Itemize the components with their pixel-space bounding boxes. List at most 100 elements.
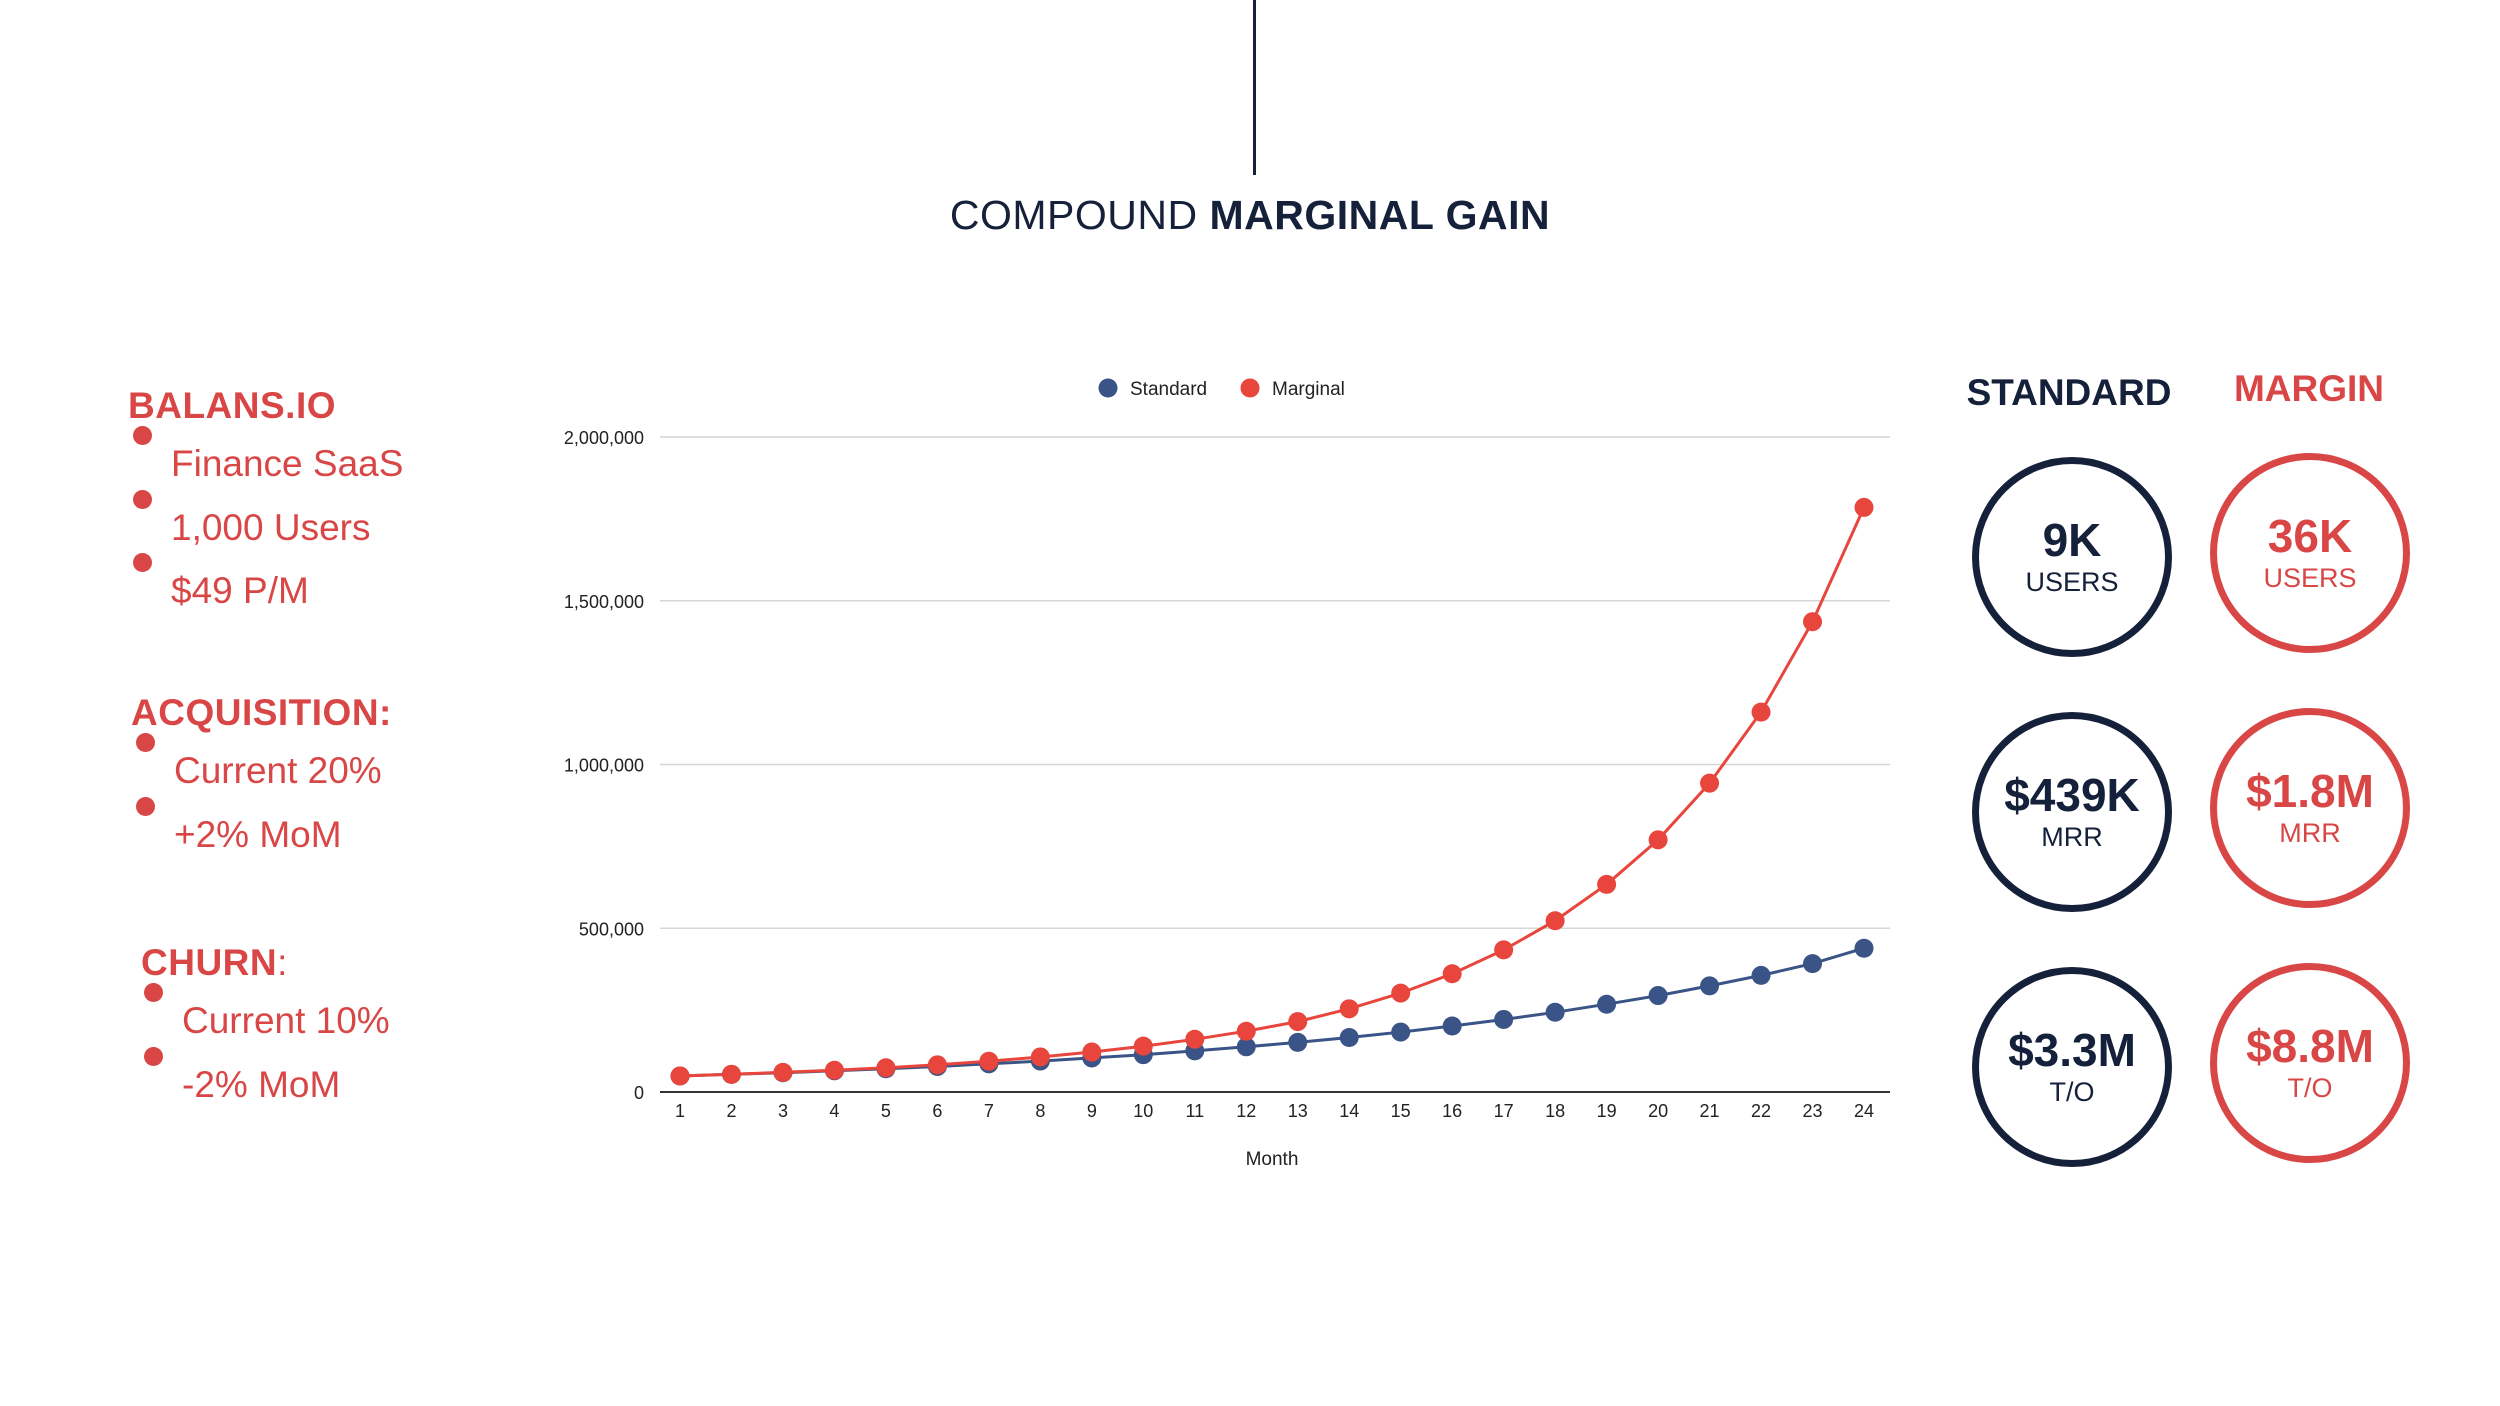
data-point-marginal — [1082, 1042, 1102, 1062]
x-tick-label: 13 — [1288, 1101, 1308, 1121]
data-point-marginal — [1030, 1047, 1050, 1067]
churn-heading: CHURN: — [141, 942, 288, 983]
bullet-dot-icon — [136, 797, 155, 816]
standard-users-stat: 9K USERS — [1972, 457, 2172, 657]
series-points — [670, 497, 1874, 1086]
chart-gridlines — [660, 436, 1890, 1093]
stat-label: USERS — [2025, 566, 2119, 597]
x-tick-label: 15 — [1391, 1101, 1411, 1121]
x-tick-label: 17 — [1494, 1101, 1514, 1121]
data-point-standard — [1391, 1022, 1411, 1042]
data-point-standard — [1854, 938, 1874, 958]
x-tick-label: 1 — [675, 1101, 685, 1121]
x-tick-label: 7 — [984, 1101, 994, 1121]
x-tick-label: 5 — [881, 1101, 891, 1121]
bullet-dot-icon — [133, 553, 152, 572]
data-point-standard — [1339, 1027, 1359, 1047]
company-heading: BALANS.IO — [128, 385, 336, 426]
data-point-marginal — [1854, 497, 1874, 517]
data-point-marginal — [979, 1051, 999, 1071]
data-point-marginal — [1442, 964, 1462, 984]
standard-heading: STANDARD — [1966, 372, 2172, 413]
data-point-marginal — [1133, 1036, 1153, 1056]
data-point-marginal — [670, 1066, 690, 1086]
data-point-standard — [1803, 954, 1823, 974]
series-lines — [679, 506, 1866, 1078]
page-title: COMPOUND MARGINAL GAIN — [0, 192, 2500, 239]
stat-label: T/O — [2287, 1072, 2333, 1103]
legend-label-standard: Standard — [1130, 379, 1207, 400]
stat-label: T/O — [2049, 1076, 2095, 1107]
bullet-dot-icon — [144, 983, 163, 1002]
x-tick-label: 3 — [778, 1101, 788, 1121]
standard-mrr-stat: $439K MRR — [1972, 712, 2172, 912]
x-tick-label: 8 — [1035, 1101, 1045, 1121]
data-point-standard — [1288, 1032, 1308, 1052]
margin-heading: MARGIN — [2233, 368, 2385, 409]
x-axis-ticks: 1 2 3 4 5 6 7 8 9 10 11 12 13 14 15 16 17 18 19 20 21 22 23 24 — [675, 1101, 1874, 1121]
x-tick-label: 11 — [1185, 1101, 1204, 1121]
data-point-marginal — [824, 1060, 844, 1080]
x-tick-label: 10 — [1133, 1101, 1153, 1121]
y-tick-label: 500,000 — [579, 919, 644, 939]
x-tick-label: 12 — [1236, 1101, 1256, 1121]
data-point-marginal — [1494, 940, 1514, 960]
page-title-bold: MARGINAL GAIN — [1209, 192, 1551, 238]
x-tick-label: 9 — [1087, 1101, 1097, 1121]
stat-value: 9K — [2042, 513, 2102, 566]
y-axis-ticks: 0 500,000 1,000,000 1,500,000 2,000,000 — [564, 428, 644, 1103]
x-tick-label: 23 — [1803, 1101, 1823, 1121]
x-tick-label: 20 — [1648, 1101, 1668, 1121]
stat-value: $1.8M — [2246, 764, 2374, 817]
x-tick-label: 4 — [829, 1101, 839, 1121]
data-point-standard — [1494, 1009, 1514, 1029]
stat-label: USERS — [2263, 562, 2357, 593]
data-point-marginal — [876, 1058, 896, 1078]
page-title-prefix: COMPOUND — [949, 192, 1210, 238]
legend-label-marginal: Marginal — [1272, 379, 1345, 400]
data-point-standard — [1236, 1037, 1256, 1057]
x-tick-label: 14 — [1339, 1101, 1359, 1121]
x-axis-label: Month — [1246, 1149, 1299, 1170]
data-point-marginal — [721, 1064, 741, 1084]
x-tick-label: 24 — [1854, 1101, 1874, 1121]
y-tick-label: 1,000,000 — [564, 756, 644, 776]
data-point-marginal — [1803, 612, 1823, 632]
margin-mrr-stat: $1.8M MRR — [2210, 708, 2410, 908]
data-point-marginal — [1288, 1012, 1308, 1032]
data-point-marginal — [1700, 773, 1720, 793]
data-point-standard — [1545, 1002, 1565, 1022]
stat-value: 36K — [2267, 509, 2353, 562]
data-point-standard — [1597, 994, 1617, 1014]
acquisition-heading: ACQUISITION: — [131, 692, 392, 733]
margin-users-stat: 36K USERS — [2210, 453, 2410, 653]
data-point-standard — [1648, 986, 1668, 1006]
top-divider-line — [1253, 0, 1256, 175]
x-tick-label: 21 — [1700, 1101, 1720, 1121]
series-line-standard — [679, 946, 1865, 1078]
y-tick-label: 2,000,000 — [564, 428, 644, 448]
legend-marker-standard — [1098, 378, 1118, 398]
y-tick-label: 1,500,000 — [564, 592, 644, 612]
data-point-marginal — [1648, 830, 1668, 850]
data-point-marginal — [1391, 983, 1411, 1003]
x-tick-label: 22 — [1751, 1101, 1771, 1121]
x-tick-label: 19 — [1597, 1101, 1617, 1121]
stat-label: MRR — [2041, 821, 2103, 852]
standard-to-stat: $3.3M T/O — [1972, 967, 2172, 1167]
data-point-marginal — [773, 1062, 793, 1082]
margin-to-stat: $8.8M T/O — [2210, 963, 2410, 1163]
data-point-standard — [1442, 1016, 1462, 1036]
data-point-marginal — [1339, 999, 1359, 1019]
x-tick-label: 16 — [1442, 1101, 1462, 1121]
data-point-marginal — [1545, 911, 1565, 931]
stat-value: $439K — [2004, 768, 2140, 821]
stat-value: $3.3M — [2008, 1023, 2136, 1076]
data-point-standard — [1700, 976, 1720, 996]
x-tick-label: 6 — [932, 1101, 942, 1121]
bullet-dot-icon — [136, 733, 155, 752]
data-point-marginal — [1185, 1029, 1205, 1049]
data-point-marginal — [1751, 702, 1771, 722]
x-tick-label: 18 — [1545, 1101, 1565, 1121]
